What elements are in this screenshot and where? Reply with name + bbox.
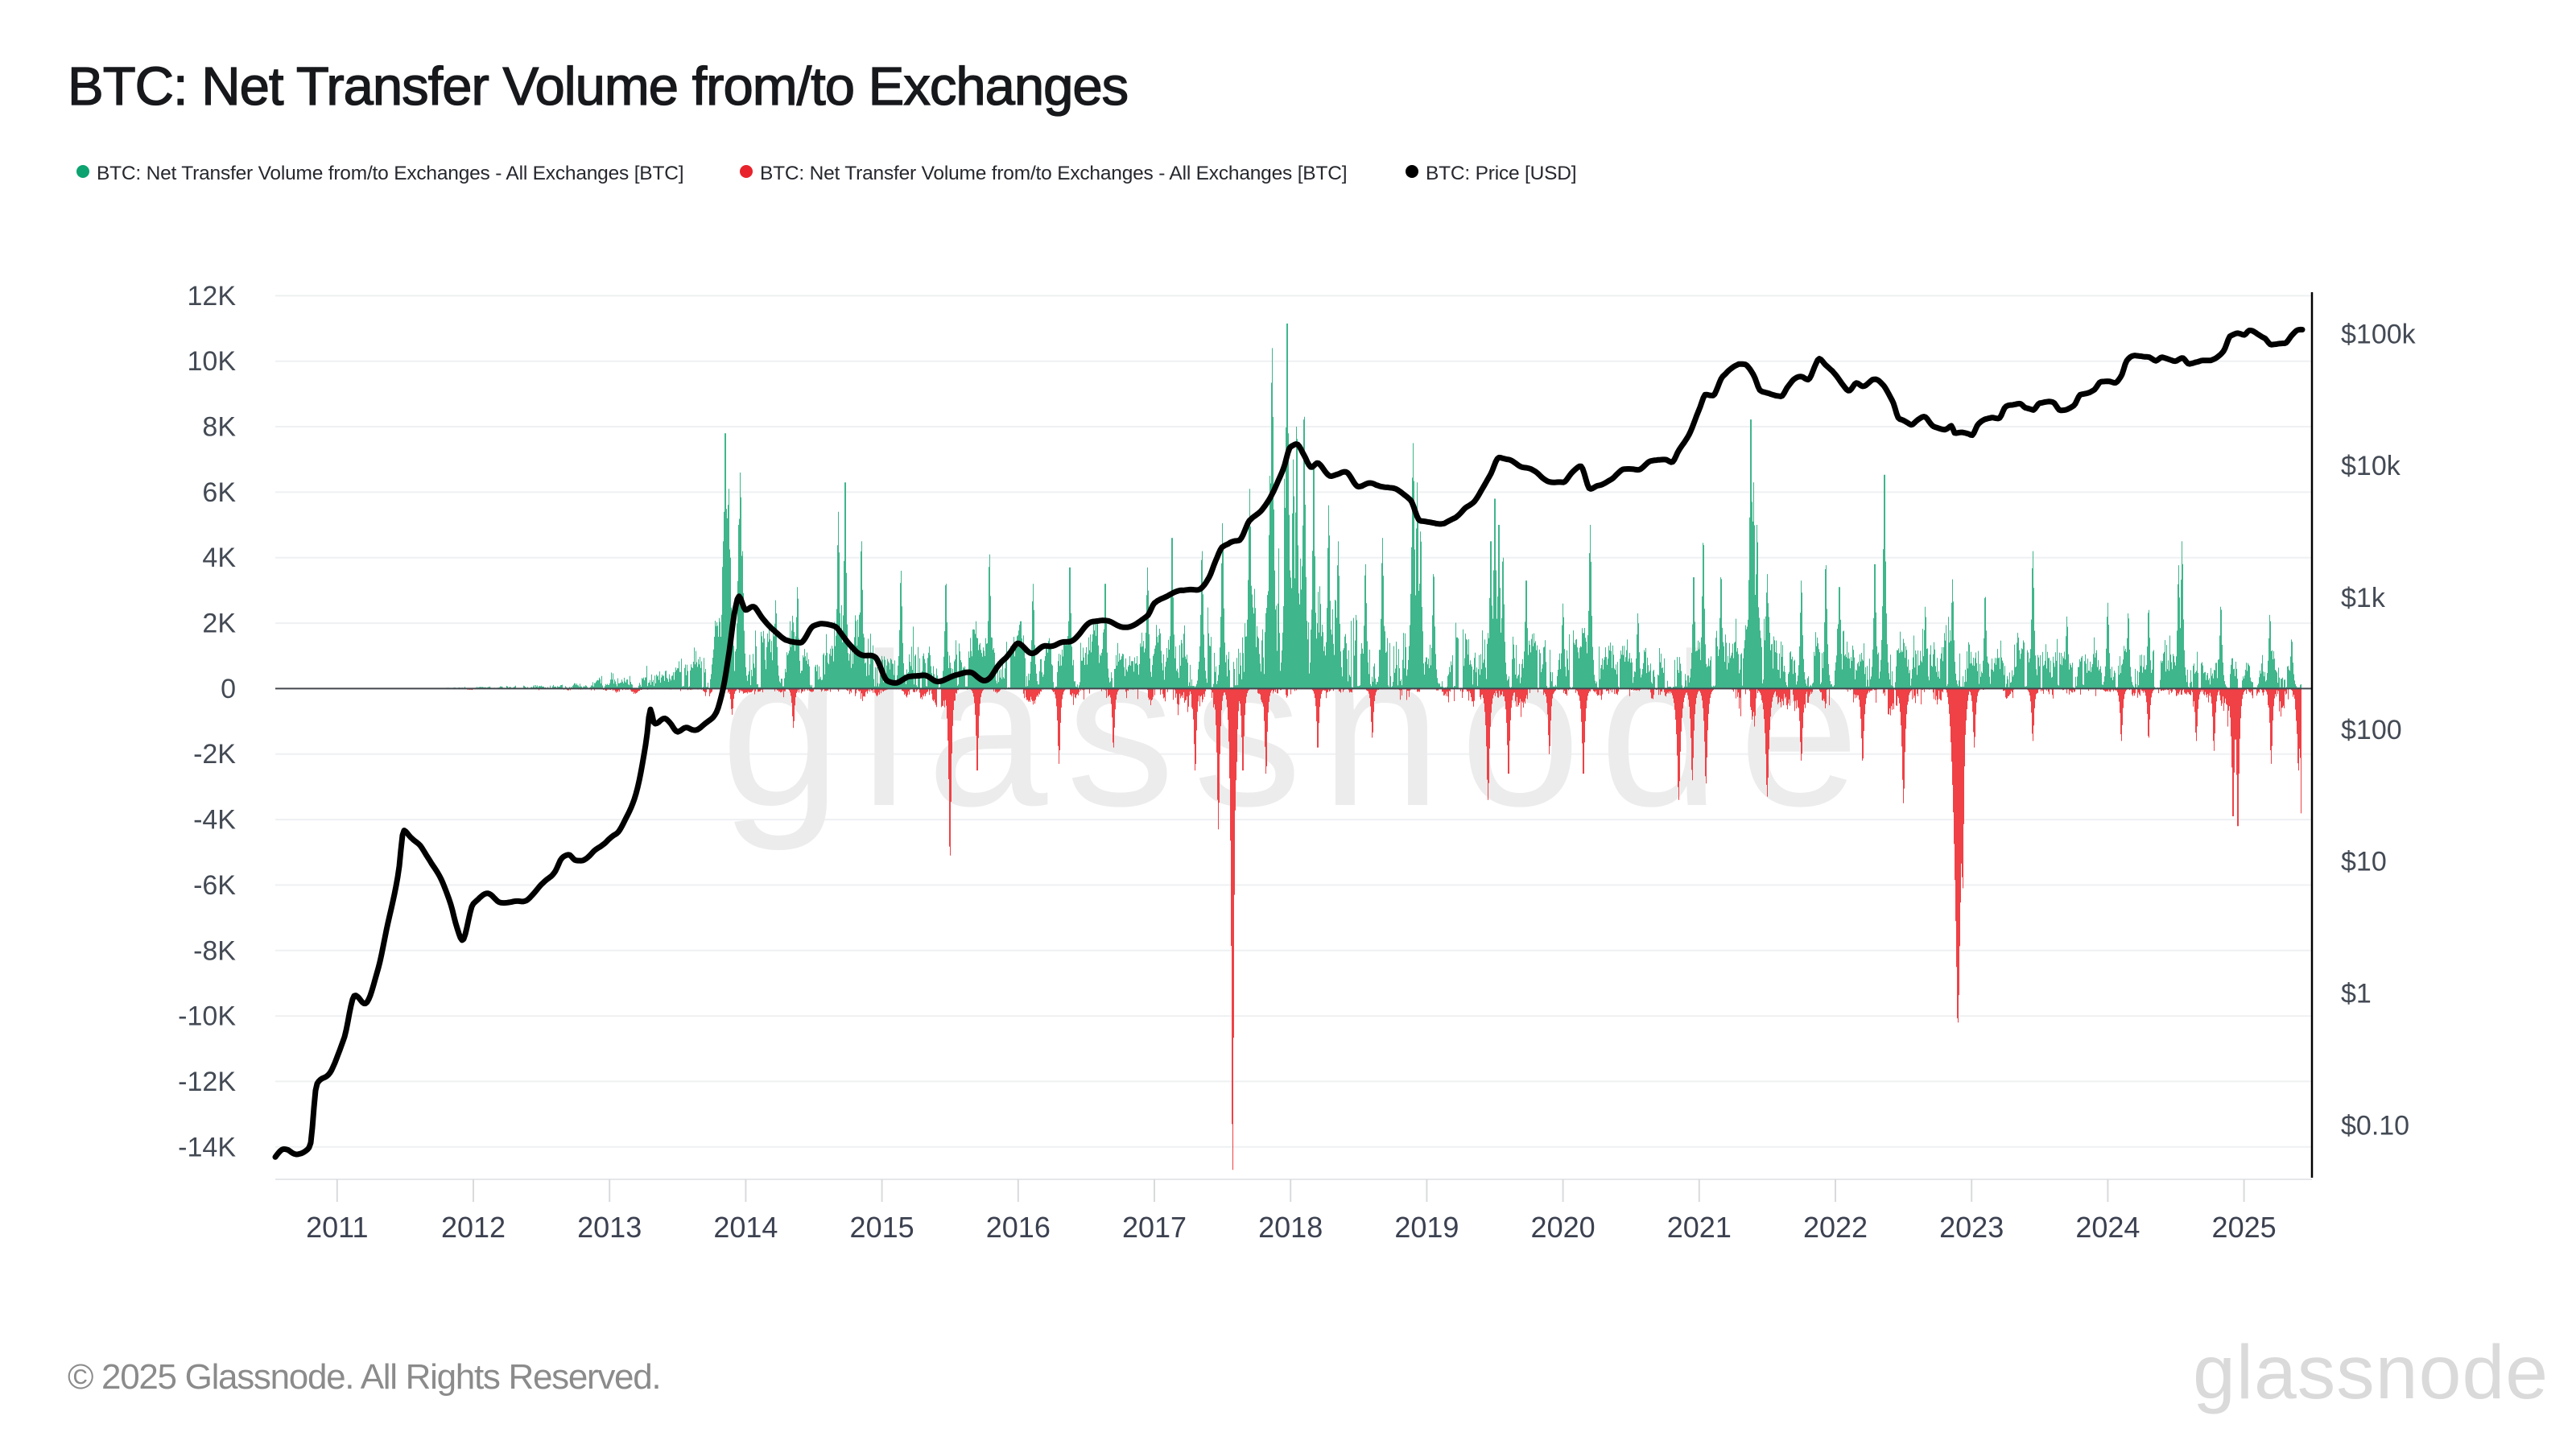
svg-text:$100: $100 [2341,715,2402,745]
svg-text:2015: 2015 [850,1211,914,1244]
svg-text:2018: 2018 [1258,1211,1323,1244]
svg-text:2025: 2025 [2212,1211,2277,1244]
svg-text:2019: 2019 [1394,1211,1459,1244]
svg-text:12K: 12K [188,281,237,312]
svg-text:$10k: $10k [2341,451,2401,481]
svg-text:2020: 2020 [1531,1211,1596,1244]
svg-text:2024: 2024 [2075,1211,2140,1244]
svg-text:2023: 2023 [1939,1211,2004,1244]
svg-text:10K: 10K [188,346,237,377]
svg-text:-2K: -2K [193,739,236,770]
svg-text:2013: 2013 [577,1211,642,1244]
svg-text:2011: 2011 [306,1211,368,1244]
svg-text:2016: 2016 [986,1211,1051,1244]
svg-text:2017: 2017 [1122,1211,1187,1244]
svg-text:-10K: -10K [178,1001,236,1032]
svg-text:2021: 2021 [1667,1211,1732,1244]
svg-text:-12K: -12K [178,1067,236,1097]
svg-text:$100k: $100k [2341,319,2417,349]
svg-text:2014: 2014 [713,1211,778,1244]
svg-text:8K: 8K [202,412,236,443]
svg-text:$0.10: $0.10 [2341,1110,2409,1141]
svg-text:2012: 2012 [441,1211,506,1244]
svg-text:-4K: -4K [193,805,236,836]
svg-text:-14K: -14K [178,1132,236,1162]
svg-text:2022: 2022 [1803,1211,1868,1244]
svg-text:4K: 4K [202,543,236,573]
svg-text:$10: $10 [2341,847,2387,877]
svg-text:0: 0 [221,674,236,704]
svg-text:-8K: -8K [193,935,236,966]
svg-text:-6K: -6K [193,870,236,901]
svg-text:$1: $1 [2341,979,2372,1009]
svg-text:$1k: $1k [2341,583,2386,613]
svg-text:2K: 2K [202,609,236,639]
svg-text:6K: 6K [202,477,236,508]
